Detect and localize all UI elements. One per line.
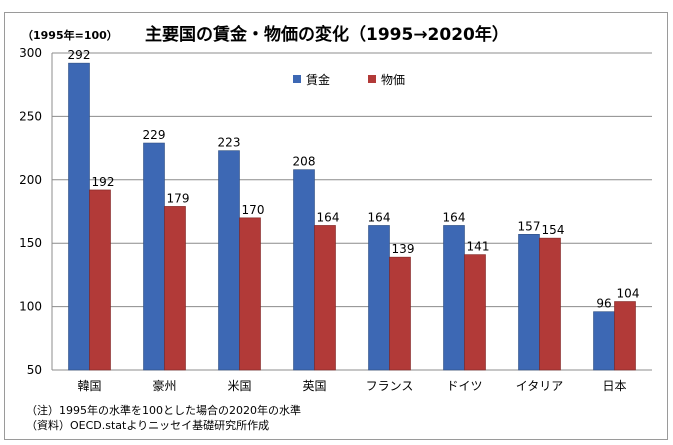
data-label-wage: 223 — [218, 136, 241, 150]
data-label-wage: 164 — [443, 210, 466, 224]
y-tick-label: 50 — [27, 363, 42, 377]
bar-price — [614, 301, 636, 371]
legend-swatch-wage — [293, 75, 301, 83]
bar-price — [89, 189, 111, 371]
x-tick-label: 韓国 — [77, 379, 101, 393]
data-label-price: 170 — [242, 203, 265, 217]
bar-price — [239, 217, 261, 371]
data-label-wage: 164 — [368, 210, 391, 224]
y-axis: 50 100 150 200 250 300 — [19, 46, 53, 377]
y-tick-label: 300 — [19, 46, 42, 60]
x-tick-label: フランス — [366, 379, 414, 393]
x-tick-label: イタリア — [516, 379, 564, 393]
legend-label-wage: 賃金 — [306, 72, 330, 87]
chart-title: 主要国の賃金・物価の変化（1995→2020年） — [145, 24, 509, 45]
bar-wage — [518, 234, 540, 371]
bar-wage — [293, 169, 315, 371]
legend-swatch-price — [368, 75, 376, 83]
y-tick-label: 150 — [19, 236, 42, 250]
bar-price — [314, 225, 336, 371]
data-label-price: 154 — [542, 223, 565, 237]
bar-price — [164, 206, 186, 371]
data-label-price: 104 — [617, 287, 640, 301]
x-tick-label: 日本 — [602, 379, 626, 393]
data-label-wage: 208 — [293, 155, 316, 169]
x-tick-label: 豪州 — [152, 378, 176, 393]
bar-wage — [68, 62, 90, 371]
data-label-price: 139 — [392, 242, 415, 256]
x-tick-label: 米国 — [227, 379, 251, 393]
data-label-wage: 229 — [143, 128, 166, 142]
bar-wage — [143, 142, 165, 371]
source-line: （資料）OECD.statよりニッセイ基礎研究所作成 — [26, 418, 269, 432]
y-tick-label: 100 — [19, 300, 42, 314]
bar-price — [539, 237, 561, 371]
x-tick-label: ドイツ — [446, 379, 482, 393]
legend: 賃金 物価 — [293, 72, 405, 87]
bar-wage — [593, 311, 615, 371]
bar-wage — [443, 225, 465, 371]
data-label-price: 141 — [467, 240, 490, 254]
data-label-price: 179 — [167, 191, 190, 205]
data-label-wage: 96 — [596, 297, 611, 311]
data-label-price: 164 — [317, 210, 340, 224]
data-label-price: 192 — [92, 175, 115, 189]
gridlines — [52, 52, 652, 371]
data-label-wage: 157 — [518, 219, 541, 233]
bar-price — [464, 254, 486, 371]
bar-price — [389, 256, 411, 371]
bar-wage — [218, 150, 240, 371]
x-tick-label: 英国 — [302, 379, 326, 393]
bar-wage — [368, 225, 390, 371]
data-label-wage: 292 — [68, 48, 91, 62]
bars — [68, 62, 636, 371]
y-tick-label: 250 — [19, 109, 42, 123]
y-tick-label: 200 — [19, 173, 42, 187]
note-line: （注）1995年の水準を100とした場合の2020年の水準 — [26, 403, 301, 417]
x-axis: 韓国 豪州 米国 英国 フランス ドイツ イタリア 日本 — [77, 378, 626, 393]
legend-label-price: 物価 — [381, 73, 405, 87]
base-year-label: （1995年=100） — [22, 28, 118, 42]
